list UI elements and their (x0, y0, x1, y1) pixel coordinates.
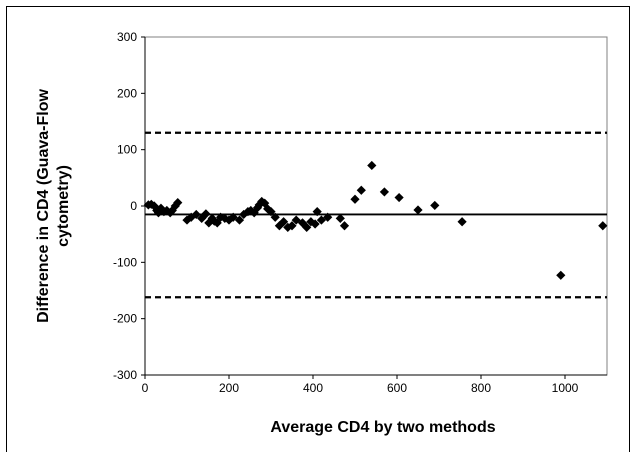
data-point (350, 194, 360, 204)
data-point (310, 219, 320, 229)
data-point (356, 185, 366, 195)
data-point (556, 270, 566, 280)
y-axis-title-line-1: Difference in CD4 (Guava-Flow (35, 89, 52, 323)
data-point (430, 200, 440, 211)
data-point (302, 222, 312, 233)
y-axis-title-line-2: cytometry) (55, 165, 72, 247)
data-point (598, 221, 608, 231)
x-tick-label: 600 (387, 381, 407, 395)
x-tick-label: 200 (219, 381, 239, 395)
data-point (394, 192, 404, 203)
data-point (379, 187, 389, 197)
data-point (367, 160, 377, 171)
reference-lines (145, 131, 607, 299)
y-tick-label: 100 (117, 143, 137, 157)
data-point (413, 205, 423, 215)
data-point (254, 200, 264, 210)
x-tick-label: 0 (142, 381, 149, 395)
data-point (316, 215, 326, 225)
data-point (266, 207, 276, 217)
data-point (279, 217, 289, 227)
data-point (287, 221, 297, 231)
data-point (234, 215, 245, 225)
data-point (306, 217, 316, 227)
data-point (335, 213, 345, 223)
y-axis-title: Difference in CD4 (Guava-Flow cytometry) (35, 89, 72, 323)
y-tick-label: -300 (113, 368, 137, 382)
chart-frame (6, 6, 630, 452)
data-point (201, 209, 211, 219)
data-point (274, 221, 284, 231)
x-tick-label: 800 (471, 381, 491, 395)
y-tick-label: -200 (113, 312, 137, 326)
y-tick-label: 300 (117, 30, 137, 44)
data-point (312, 207, 322, 217)
y-tick-label: 0 (130, 199, 137, 213)
data-points (143, 160, 608, 280)
data-point (323, 212, 333, 222)
y-tick-label: 200 (117, 86, 137, 100)
y-axis: 300 200 100 0 -100 -200 -300 (113, 30, 146, 382)
data-point (339, 221, 350, 231)
x-axis-title: Average CD4 by two methods (270, 419, 495, 436)
data-point (270, 212, 280, 222)
x-axis: 0 200 400 600 800 1000 (142, 374, 607, 395)
y-tick-label: -100 (113, 255, 137, 269)
data-point (283, 222, 293, 233)
plot-area (144, 36, 608, 376)
data-point (457, 217, 467, 227)
data-point (173, 198, 183, 208)
data-point (191, 209, 201, 220)
x-tick-label: 1000 (552, 381, 579, 395)
x-tick-label: 400 (303, 381, 323, 395)
